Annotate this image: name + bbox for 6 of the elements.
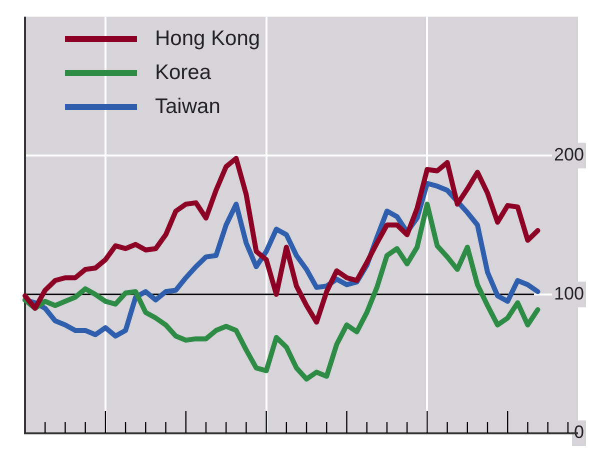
- y-tick-label: 100: [554, 283, 584, 304]
- legend-label: Hong Kong: [155, 27, 260, 51]
- legend-label: Taiwan: [155, 95, 220, 119]
- y-tick-label: 0: [574, 422, 584, 442]
- legend-label: Korea: [155, 61, 212, 85]
- y-tick-label: 200: [554, 144, 584, 165]
